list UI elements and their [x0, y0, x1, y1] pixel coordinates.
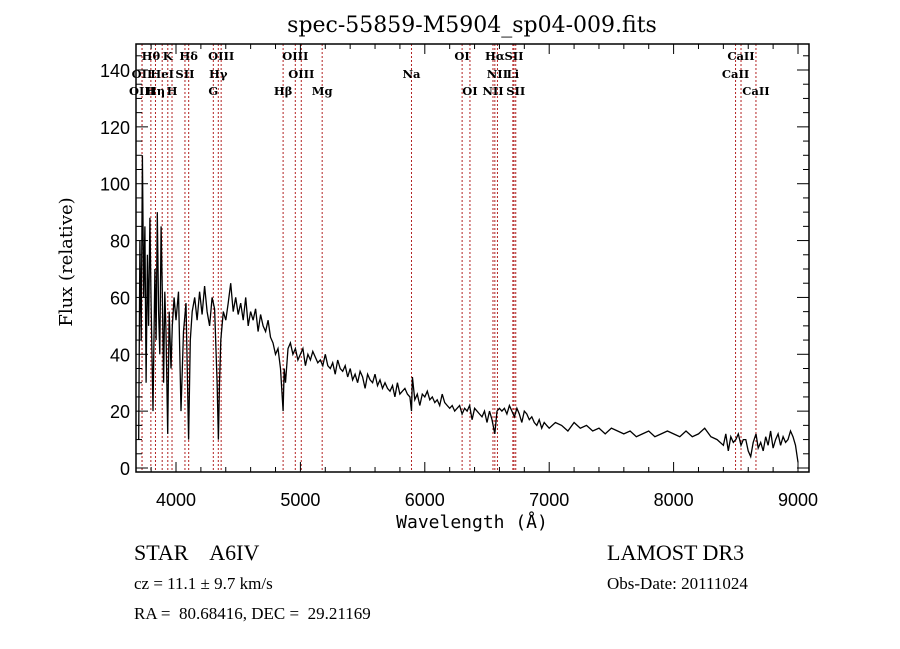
x-tick-label: 5000	[280, 490, 320, 510]
y-axis: 0 20 40 60 80 100 120 140	[100, 55, 809, 479]
line-marker-label: H	[167, 84, 178, 98]
plot-frame	[135, 43, 810, 473]
object-class: STAR A6IV	[134, 540, 259, 566]
x-tick-label: 6000	[405, 490, 445, 510]
y-tick-label: 60	[110, 288, 130, 308]
line-marker-label: Li	[507, 67, 520, 81]
line-marker-label: OIII	[208, 49, 234, 63]
object-subclass: A6IV	[209, 540, 260, 565]
line-marker-label: OII	[132, 67, 153, 81]
y-tick-label: 100	[100, 175, 130, 195]
x-tick-label: 4000	[156, 490, 196, 510]
y-tick-label: 140	[100, 61, 130, 81]
line-marker-label: Mg	[312, 84, 333, 98]
line-marker-label: SII	[175, 67, 194, 81]
line-marker-label: NII	[482, 84, 503, 98]
spectrum-line	[138, 155, 799, 463]
line-marker-label: Hη	[146, 84, 165, 98]
line-marker-label: Hγ	[209, 67, 228, 81]
line-marker-label: G	[208, 84, 218, 98]
line-marker-label: Hα	[485, 49, 505, 63]
coordinates-text: RA = 80.68416, DEC = 29.21169	[134, 604, 371, 623]
line-marker-label: Hβ	[274, 84, 293, 98]
y-tick-label: 40	[110, 345, 130, 365]
chart-title: spec-55859-M5904_sp04-009.fits	[287, 13, 657, 38]
line-marker-label: Hθ	[142, 49, 161, 63]
x-axis-label: Wavelength (Å)	[396, 511, 548, 533]
line-marker-label: SII	[504, 49, 523, 63]
line-marker-label: HeI	[150, 67, 174, 81]
line-marker-label: CaII	[742, 84, 769, 98]
line-marker-label: OIII	[282, 49, 308, 63]
x-tick-label: 9000	[778, 490, 818, 510]
line-marker-label: OI	[462, 84, 477, 98]
line-marker-label: SII	[506, 84, 525, 98]
x-tick-label: 8000	[654, 490, 694, 510]
x-tick-label: 7000	[529, 490, 569, 510]
line-marker-label: Hδ	[179, 49, 198, 63]
redshift-text: cz = 11.1 ± 9.7 km/s	[134, 574, 273, 593]
line-marker-label: CaII	[727, 49, 754, 63]
x-axis: 4000 5000 6000 7000 8000 9000	[150, 44, 818, 510]
y-tick-label: 20	[110, 402, 130, 422]
y-tick-label: 80	[110, 232, 130, 252]
y-axis-label: Flux (relative)	[56, 197, 77, 326]
line-marker-label: K	[163, 49, 174, 63]
y-tick-label: 0	[120, 459, 130, 479]
survey-name: LAMOST DR3	[607, 540, 745, 565]
line-marker-label: Na	[403, 67, 422, 81]
y-tick-label: 120	[100, 118, 130, 138]
line-marker-label: OIII	[288, 67, 314, 81]
obs-date-text: Obs-Date: 20111024	[607, 574, 748, 593]
object-type: STAR	[134, 540, 189, 565]
line-marker-label: OI	[454, 49, 469, 63]
line-marker-label: NII	[487, 67, 508, 81]
line-marker-label: CaII	[722, 67, 749, 81]
